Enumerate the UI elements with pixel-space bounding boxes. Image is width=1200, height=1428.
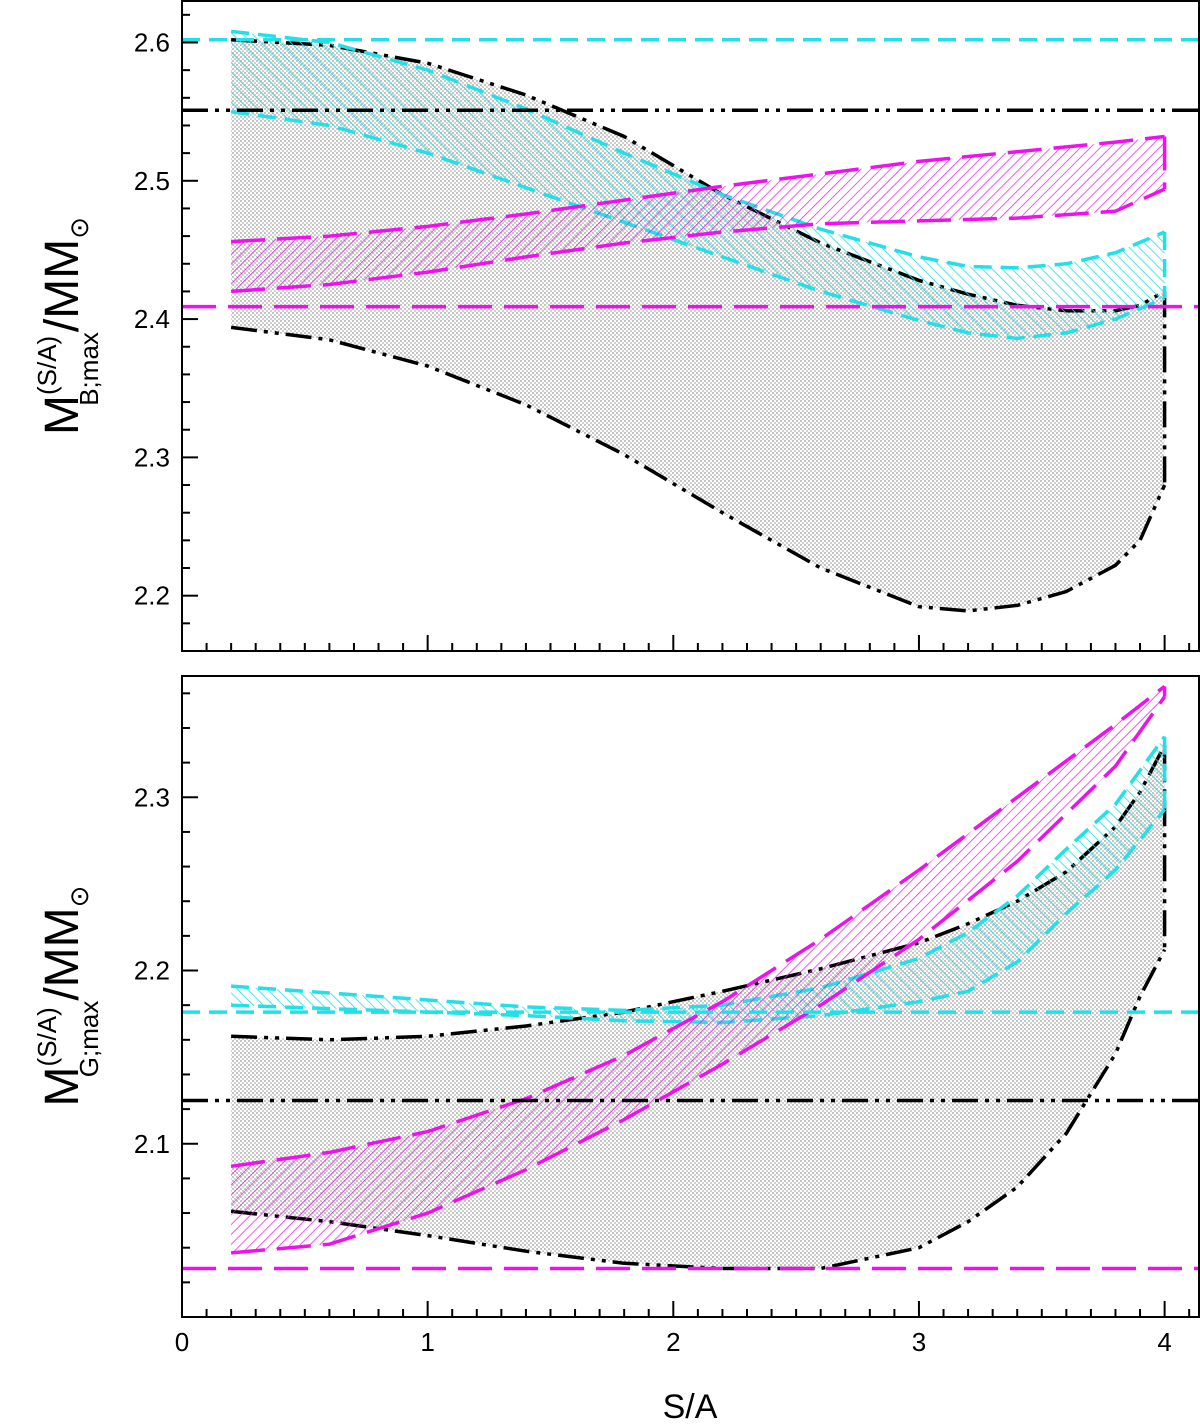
x-tick-label: 1 bbox=[420, 1327, 434, 1357]
band-lower-black-dashdotdot bbox=[230, 948, 1167, 1271]
band-lower-black-dashdotdot bbox=[230, 325, 1167, 613]
y-tick-label: 2.3 bbox=[134, 442, 170, 472]
y-axis-label: M(S/A) G;max/MM⊙ bbox=[32, 886, 104, 1107]
plot-frame bbox=[181, 675, 1200, 1318]
y-tick-label: 2.2 bbox=[134, 956, 170, 986]
y-axis-label-text: M(S/A) B;max/MM⊙ bbox=[32, 217, 104, 435]
bottom-panel: 2.1 2.2 2.3 0 1 2 3 4 M(S/A) G;max/MM⊙ S/A bbox=[32, 675, 1200, 1426]
band-upper-magenta-longdash bbox=[230, 685, 1166, 1169]
top-panel: 2.2 2.3 2.4 2.5 2.6 M(S/A) B;max/MM⊙ bbox=[32, 0, 1200, 652]
x-axis-label: S/A bbox=[663, 1388, 718, 1426]
y-tick-label: 2.5 bbox=[134, 166, 170, 196]
band-lower-magenta-longdash bbox=[230, 187, 1166, 294]
y-axis-label-text: M(S/A) G;max/MM⊙ bbox=[32, 886, 104, 1107]
band-upper-magenta-longdash bbox=[231, 134, 1165, 244]
band-fill-black-dashdotdot bbox=[231, 39, 1165, 611]
y-tick-label: 2.3 bbox=[134, 782, 170, 812]
bands-group bbox=[230, 29, 1167, 613]
x-tick-label: 0 bbox=[175, 1327, 189, 1357]
band-lower-magenta-longdash bbox=[230, 695, 1167, 1255]
band-upper-cyan-dashed bbox=[230, 29, 1166, 270]
ticks-group: 2.1 2.2 2.3 0 1 2 3 4 bbox=[134, 692, 1191, 1357]
hlines-group bbox=[182, 37, 1199, 309]
x-tick-label: 4 bbox=[1157, 1327, 1171, 1357]
hlines-group bbox=[182, 1010, 1199, 1271]
y-tick-label: 2.6 bbox=[134, 27, 170, 57]
band-fill-magenta-longdash bbox=[231, 686, 1165, 1253]
band-fill-magenta-longdash bbox=[231, 136, 1165, 292]
x-tick-label: 3 bbox=[912, 1327, 926, 1357]
x-tick-label: 2 bbox=[666, 1327, 680, 1357]
y-tick-label: 2.4 bbox=[134, 304, 170, 334]
y-tick-label: 2.2 bbox=[134, 581, 170, 611]
bands-group bbox=[230, 685, 1167, 1271]
band-lower-cyan-dashed bbox=[230, 109, 1166, 341]
y-axis-label: M(S/A) B;max/MM⊙ bbox=[32, 217, 104, 435]
plot-frame bbox=[181, 0, 1200, 652]
ticks-group: 2.2 2.3 2.4 2.5 2.6 bbox=[134, 13, 1191, 652]
band-upper-cyan-dashed bbox=[230, 735, 1167, 1013]
y-tick-label: 2.1 bbox=[134, 1129, 170, 1159]
